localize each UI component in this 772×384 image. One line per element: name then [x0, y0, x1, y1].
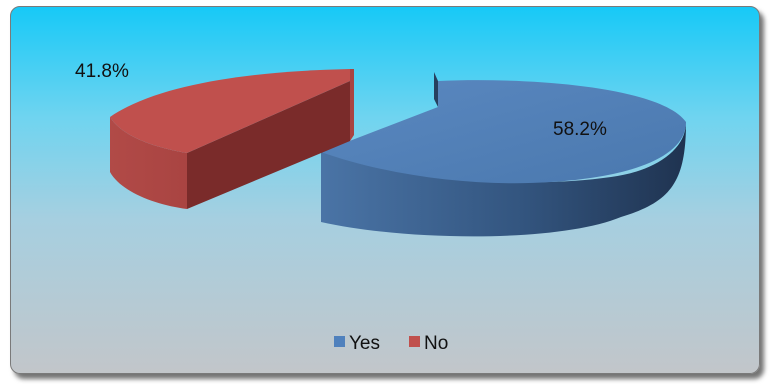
- legend-swatch-yes: [334, 336, 345, 347]
- data-label-yes: 58.2%: [553, 119, 607, 140]
- chart-frame: 58.2% 41.8% Yes No: [10, 6, 760, 374]
- pie-chart: 58.2% 41.8% Yes No: [75, 61, 686, 354]
- data-label-no: 41.8%: [75, 61, 129, 82]
- legend: Yes No: [334, 333, 448, 354]
- slice-no: [110, 69, 350, 153]
- legend-label-no: No: [424, 333, 448, 354]
- slice-yes: [321, 80, 686, 184]
- slice-no-center-wall: [350, 69, 354, 141]
- legend-label-yes: Yes: [349, 333, 380, 354]
- legend-swatch-no: [409, 336, 420, 347]
- slice-no-side: [110, 117, 187, 209]
- slice-yes-wall: [434, 72, 438, 107]
- slice-no-wall: [187, 81, 350, 209]
- slice-yes-side: [321, 122, 686, 237]
